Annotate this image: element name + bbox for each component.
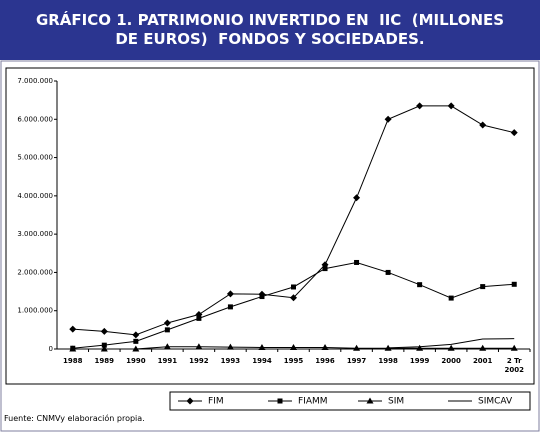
marker [164,327,170,333]
marker [195,343,203,350]
x-tick-label: 1994 [252,357,272,365]
marker [69,325,77,333]
legend-label: FIAMM [298,397,328,407]
y-tick-label: 1.000.000 [17,307,53,315]
marker [511,281,517,287]
marker [353,344,361,351]
marker [258,343,266,350]
marker [510,344,518,351]
x-tick-label: 1993 [220,357,241,365]
legend-box [169,391,531,411]
x-tick-label: 1997 [346,357,367,365]
y-tick-label: 4.000.000 [17,192,53,200]
legend-label: SIMCAV [478,397,513,407]
marker [186,397,194,405]
x-tick-label: 1998 [378,357,398,365]
marker [447,344,455,351]
x-tick-label: 1988 [63,357,83,365]
marker [132,345,140,352]
marker [354,259,360,265]
marker [385,269,391,275]
x-tick-label: 1989 [94,357,115,365]
marker [196,315,202,321]
chart-title: GRÁFICO 1. PATRIMONIO INVERTIDO EN IIC (… [0,0,540,60]
legend-label: SIM [388,397,404,407]
marker [366,397,374,404]
legend-label: FIM [208,397,224,407]
y-tick-label: 0 [49,345,53,353]
marker [133,338,139,344]
marker [448,295,454,301]
marker [277,398,283,404]
marker [384,115,392,123]
marker [259,294,265,300]
marker [479,344,487,351]
x-tick-label: 2000 [441,357,461,365]
frame [0,60,540,432]
marker [100,345,108,352]
marker [290,294,297,302]
marker [480,284,486,290]
marker [353,194,361,202]
marker [510,129,518,137]
marker [417,282,423,288]
marker [163,319,171,327]
marker [101,342,107,348]
marker [291,284,296,290]
marker [322,266,328,272]
y-tick-label: 3.000.000 [17,230,53,238]
marker [226,290,234,298]
x-tick-label: 1995 [283,357,304,365]
x-tick-label: 2 Tr 2002 [504,357,524,374]
x-tick-label: 1992 [189,357,209,365]
y-tick-label: 5.000.000 [17,154,53,162]
chart-area [5,67,535,385]
marker [163,343,171,350]
marker [321,343,329,350]
x-tick-label: 1990 [126,357,146,365]
source-note: Fuente: CNMVy elaboración propia. [4,414,145,423]
marker [227,304,233,310]
series-line [388,338,515,349]
x-tick-label: 1999 [409,357,430,365]
x-tick-label: 1991 [157,357,178,365]
marker [69,345,77,352]
x-tick-label: 2001 [472,357,493,365]
marker [447,102,455,110]
x-tick-label: 1996 [315,357,335,365]
y-tick-label: 2.000.000 [17,268,53,276]
y-tick-label: 7.000.000 [17,77,53,85]
marker [100,327,108,335]
marker [479,121,487,129]
marker [290,343,297,350]
marker [416,102,424,110]
marker [132,331,140,339]
marker [416,344,424,351]
y-tick-label: 6.000.000 [17,115,53,123]
marker [226,343,234,350]
series-line [72,261,515,349]
